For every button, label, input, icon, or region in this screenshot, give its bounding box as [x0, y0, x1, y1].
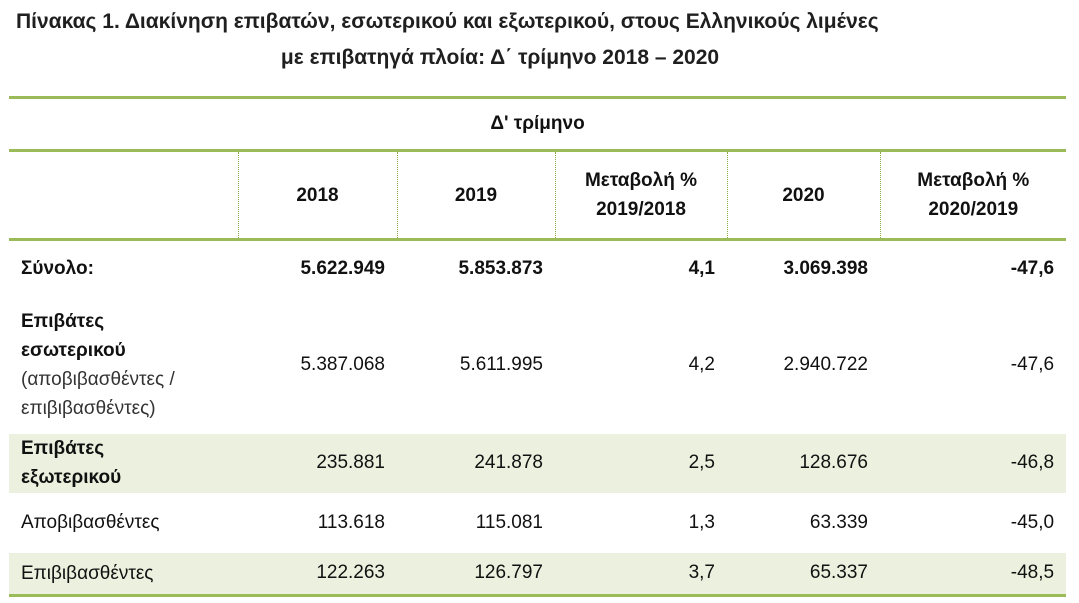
cell-total-change1: 4,1 — [688, 257, 715, 279]
cell-total-2018: 5.622.949 — [300, 257, 385, 279]
table-title-line2: με επιβατηγά πλοία: Δ΄ τρίμηνο 2018 – 20… — [280, 46, 720, 69]
row-label-foreign: Επιβάτες εξωτερικού — [9, 434, 238, 493]
cell-disembarked-change2: -45,0 — [1010, 511, 1055, 533]
table-row-disembarked: Αποβιβασθέντες 113.618 115.081 1,3 63.33… — [9, 493, 1066, 553]
row-label-embarked: Επιβιβασθέντες — [21, 562, 154, 584]
cell-total-2019: 5.853.873 — [458, 257, 543, 279]
cell-disembarked-2019: 115.081 — [475, 511, 543, 533]
cell-disembarked-2020: 63.339 — [809, 511, 868, 533]
cell-total-change2: -47,6 — [1010, 257, 1055, 279]
cell-foreign-change1: 2,5 — [688, 452, 715, 473]
cell-embarked-change1: 3,7 — [688, 562, 715, 584]
cell-domestic-change2: -47,6 — [1010, 354, 1055, 375]
header-change1-line1: Μεταβολή % — [584, 170, 698, 191]
column-header-row: 2018 2019 Μεταβολή % 2019/2018 2020 Μετα… — [9, 150, 1067, 240]
cell-foreign-2018: 235.881 — [316, 452, 385, 473]
cell-disembarked-2018: 113.618 — [317, 511, 385, 533]
domestic-label-line3: (αποβιβασθέντες / — [21, 369, 175, 390]
cell-foreign-2020: 128.676 — [799, 452, 868, 473]
period-header: Δ' τρίμηνο — [490, 113, 585, 134]
domestic-label-line1: Επιβάτες — [21, 311, 105, 332]
cell-domestic-2018: 5.387.068 — [300, 354, 385, 375]
header-2020: 2020 — [726, 150, 880, 240]
foreign-label-line1: Επιβάτες — [21, 438, 105, 459]
passenger-traffic-table: Δ' τρίμηνο 2018 2019 Μεταβολή % 2019/201… — [9, 96, 1067, 597]
cell-embarked-change2: -48,5 — [1010, 562, 1055, 584]
cell-foreign-change2: -46,8 — [1010, 452, 1055, 473]
table-row-domestic: Επιβάτες εσωτερικού (αποβιβασθέντες / επ… — [9, 297, 1066, 434]
cell-embarked-2018: 122.263 — [316, 562, 385, 584]
cell-domestic-2019: 5.611.995 — [459, 354, 543, 375]
cell-domestic-2020: 2.940.722 — [783, 354, 868, 375]
domestic-label-line4: επιβιβασθέντες) — [21, 398, 156, 419]
header-change-2019-2018: Μεταβολή % 2019/2018 — [554, 150, 727, 240]
table-title-line1: Πίνακας 1. Διακίνηση επιβατών, εσωτερικο… — [16, 10, 879, 33]
header-change-2020-2019: Μεταβολή % 2020/2019 — [879, 150, 1067, 240]
header-change1-line2: 2019/2018 — [596, 199, 686, 220]
domestic-label-line2: εσωτερικού — [21, 340, 126, 361]
cell-total-2020: 3.069.398 — [783, 257, 868, 279]
table-row-total: Σύνολο: 5.622.949 5.853.873 4,1 3.069.39… — [9, 240, 1066, 297]
cell-domestic-change1: 4,2 — [688, 354, 715, 375]
cell-foreign-2019: 241.878 — [474, 452, 543, 473]
foreign-label-line2: εξωτερικού — [21, 467, 122, 488]
header-2019: 2019 — [396, 150, 555, 240]
header-2018: 2018 — [237, 150, 397, 240]
cell-disembarked-change1: 1,3 — [688, 511, 715, 533]
table-row-foreign: Επιβάτες εξωτερικού 235.881 241.878 2,5 … — [9, 433, 1067, 493]
header-change2-line1: Μεταβολή % — [917, 170, 1030, 191]
row-label-disembarked: Αποβιβασθέντες — [21, 512, 160, 533]
header-empty — [9, 151, 238, 240]
cell-embarked-2019: 126.797 — [474, 562, 543, 584]
header-change2-line2: 2020/2019 — [928, 199, 1019, 220]
row-label-domestic: Επιβάτες εσωτερικού (αποβιβασθέντες / επ… — [9, 297, 238, 434]
table-row-embarked: Επιβιβασθέντες 122.263 126.797 3,7 65.33… — [9, 552, 1067, 596]
cell-embarked-2020: 65.337 — [809, 562, 868, 584]
period-header-row: Δ' τρίμηνο — [9, 97, 1067, 151]
row-label-total: Σύνολο: — [21, 258, 94, 280]
